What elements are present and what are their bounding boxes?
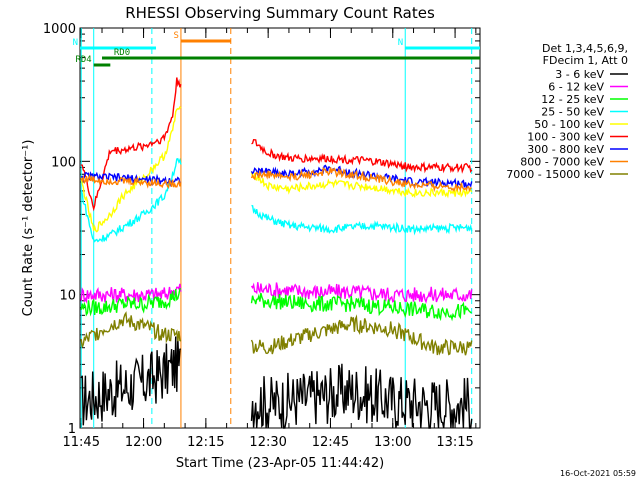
x-axis: 11:45 12:00 12:15 12:30 12:45 13:00 13:15 [63, 28, 477, 450]
y-tick-label: 1000 [43, 22, 76, 37]
legend-entry-label: 7000 - 15000 keV [506, 168, 604, 181]
annotation-label: S [174, 31, 179, 41]
x-axis-label: Start Time (23-Apr-05 11:44:42) [176, 456, 384, 471]
x-tick-label: 12:45 [312, 435, 349, 450]
legend-info: FDecim 1, Att 0 [543, 54, 628, 67]
timestamp: 16-Oct-2021 05:59 [560, 469, 636, 478]
series-line-7 [80, 173, 182, 189]
x-tick-label: 13:00 [374, 435, 411, 450]
series-line-0 [250, 363, 473, 429]
x-tick-label: 12:00 [125, 435, 162, 450]
x-tick-label: 13:15 [436, 435, 473, 450]
x-tick-label: 12:15 [187, 435, 224, 450]
series-line-8 [80, 311, 182, 348]
legend-entry-label: 100 - 300 keV [527, 131, 604, 144]
y-axis-label: Count Rate (s⁻¹ detector⁻¹) [21, 140, 36, 317]
legend: Det 1,3,4,5,6,9,FDecim 1, Att 03 - 6 keV… [506, 42, 628, 181]
series-line-3 [251, 204, 473, 236]
series-line-8 [250, 314, 473, 356]
legend-entry-label: 300 - 800 keV [527, 143, 604, 156]
series-line-2 [250, 292, 472, 322]
series-line-1 [250, 282, 473, 304]
legend-entry-label: 800 - 7000 keV [520, 156, 604, 169]
legend-info: Det 1,3,4,5,6,9, [542, 42, 628, 55]
x-tick-label: 12:30 [249, 435, 286, 450]
series-line-6 [80, 171, 181, 188]
annotation-label: RD4 [75, 55, 91, 65]
legend-entry-label: 3 - 6 keV [555, 68, 604, 81]
annotation-label: N [398, 38, 403, 48]
annotation-label: RD0 [114, 48, 130, 58]
legend-entry-label: 6 - 12 keV [548, 81, 604, 94]
plot-frame [79, 27, 481, 429]
y-tick-label: 100 [51, 155, 76, 170]
series-line-4 [250, 172, 473, 199]
series-line-4 [80, 105, 182, 233]
state-annotations: S N N RD0 RD4 [73, 31, 480, 67]
chart-title: RHESSI Observing Summary Count Rates [125, 4, 435, 22]
series-line-2 [80, 288, 181, 317]
y-tick-label: 10 [59, 289, 76, 304]
series-line-5 [80, 77, 182, 212]
series-lines [80, 77, 473, 429]
legend-entry-label: 50 - 100 keV [534, 118, 604, 131]
annotation-label: N [73, 38, 78, 48]
series-line-0 [80, 336, 182, 426]
legend-entry-label: 25 - 50 keV [541, 106, 604, 119]
legend-entry-label: 12 - 25 keV [541, 93, 604, 106]
series-line-3 [80, 157, 182, 243]
series-line-1 [80, 283, 182, 304]
plot-area [79, 27, 481, 429]
series-line-5 [251, 138, 473, 174]
x-tick-label: 11:45 [63, 435, 100, 450]
y-tick-label: 1 [68, 422, 76, 437]
series-line-7 [250, 166, 472, 193]
